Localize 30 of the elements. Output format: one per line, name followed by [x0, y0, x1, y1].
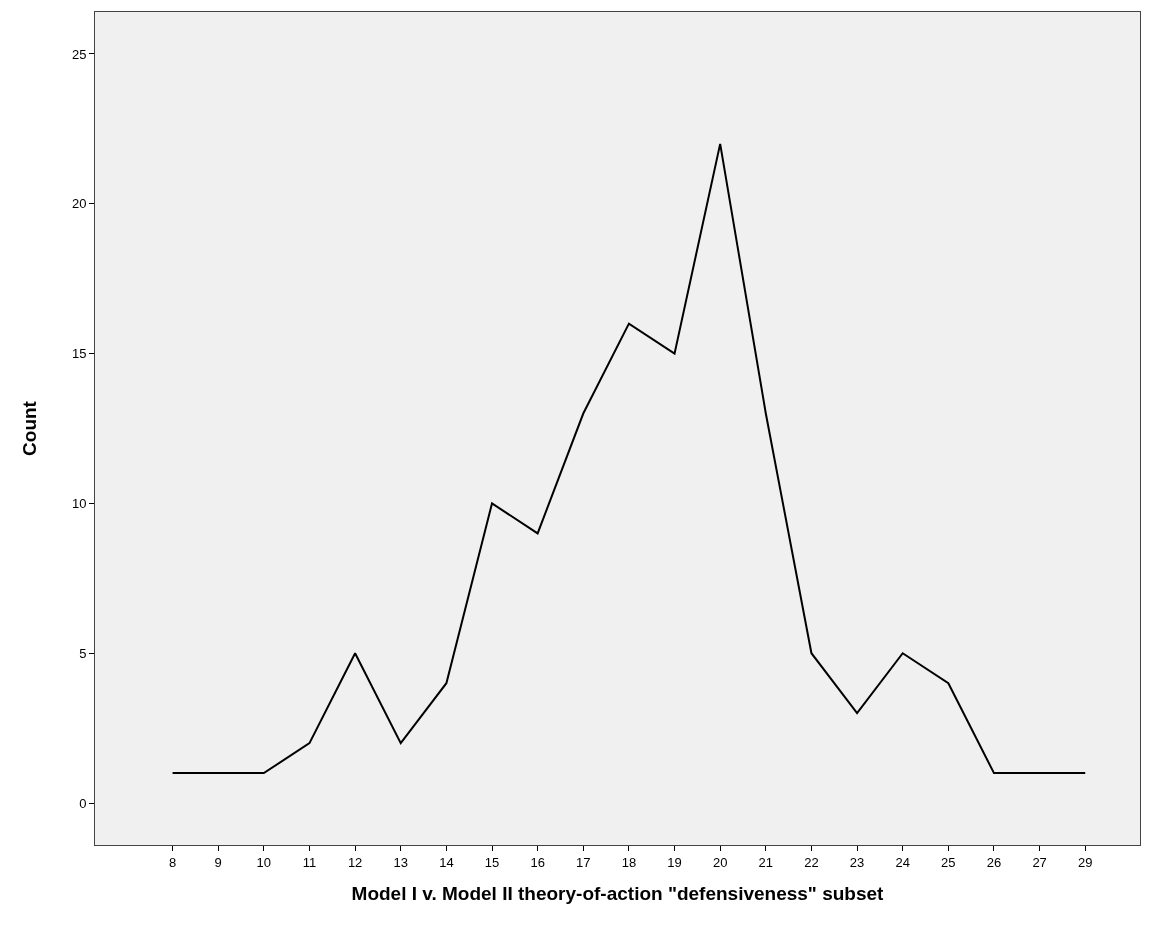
x-tick-label: 14: [439, 854, 454, 870]
x-tick-label: 8: [168, 854, 177, 870]
line-series: [171, 142, 1087, 775]
y-tick-label: 15: [71, 346, 87, 362]
y-tick-label: 25: [71, 46, 87, 62]
x-tick-label: 29: [1078, 854, 1093, 870]
x-tick-label: 24: [895, 854, 910, 870]
x-tick-label: 17: [576, 854, 591, 870]
x-tick-label: 27: [1032, 854, 1047, 870]
x-tick-label: 15: [484, 854, 500, 870]
x-tick-label: 13: [393, 854, 408, 870]
x-tick-label: 9: [214, 854, 222, 870]
y-tick-label: 0: [79, 795, 87, 811]
x-tick-label: 11: [302, 854, 317, 870]
y-tick-label: 5: [79, 645, 87, 661]
x-tick-label: 22: [804, 854, 819, 870]
x-tick-label: 21: [758, 854, 774, 870]
y-tick-label: 20: [71, 196, 87, 212]
x-tick-label: 10: [256, 854, 272, 870]
x-tick-label: 23: [849, 854, 865, 870]
x-tick-label: 19: [667, 854, 682, 870]
y-axis-title: Count: [18, 400, 40, 456]
x-tick-label: 26: [986, 854, 1002, 870]
x-axis-title: Model I v. Model II theory-of-action "defensiveness" subset: [351, 883, 885, 905]
y-tick-label: 10: [71, 495, 87, 511]
x-tick-label: 16: [530, 854, 545, 870]
x-tick-label: 20: [712, 854, 728, 870]
x-tick-label: 12: [347, 854, 363, 870]
x-tick-label: 25: [941, 854, 956, 870]
x-tick-label: 18: [621, 854, 637, 870]
